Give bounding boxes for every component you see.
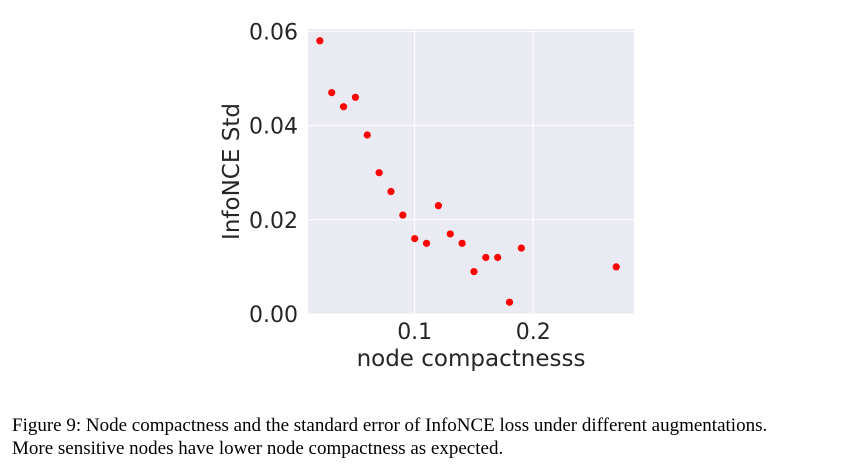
data-point	[470, 268, 478, 276]
data-point	[328, 88, 336, 97]
data-point	[494, 253, 502, 262]
data-point	[399, 211, 407, 219]
data-point	[375, 169, 383, 177]
y-tick-label: 0.06	[249, 20, 298, 45]
y-axis-label: InfoNCE Std	[219, 103, 245, 240]
x-axis-label: node compactnesss	[357, 346, 586, 372]
data-point	[446, 230, 454, 238]
scatter-chart: 0.1 0.2 0.00 0.02 0.04 0.06 node compactnesss…	[219, 20, 634, 372]
y-tick-label: 0.02	[249, 209, 298, 234]
x-tick-label: 0.1	[397, 320, 432, 345]
data-point	[612, 263, 620, 271]
data-point	[411, 235, 419, 243]
data-point	[517, 244, 525, 252]
data-point	[505, 298, 514, 306]
figure: 0.1 0.2 0.00 0.02 0.04 0.06 node compactnesss…	[219, 20, 634, 372]
data-point	[339, 103, 348, 111]
y-tick-label: 0.00	[249, 303, 298, 328]
data-point	[363, 131, 371, 139]
data-point	[434, 202, 442, 210]
data-point	[422, 239, 431, 247]
data-points	[316, 37, 620, 306]
caption-line-2: More sensitive nodes have lower node com…	[12, 438, 504, 459]
x-tick-label: 0.2	[516, 320, 551, 345]
grid-lines	[308, 29, 634, 315]
y-tick-label: 0.04	[249, 115, 298, 140]
data-point	[351, 93, 360, 101]
caption-line-1: Figure 9: Node compactness and the stand…	[12, 415, 768, 436]
tick-labels: 0.1 0.2 0.00 0.02 0.04 0.06	[249, 20, 551, 345]
data-point	[387, 187, 395, 196]
data-point	[458, 239, 466, 247]
data-point	[482, 253, 490, 262]
figure-caption: Figure 9: Node compactness and the stand…	[12, 414, 852, 460]
data-point	[316, 37, 324, 45]
plot-area	[308, 29, 634, 314]
